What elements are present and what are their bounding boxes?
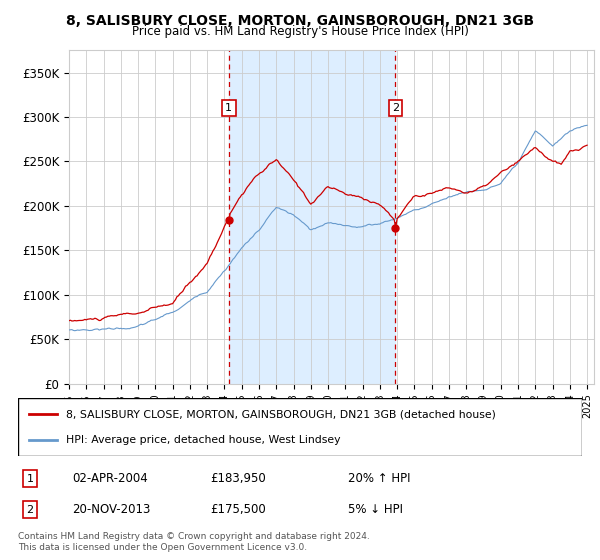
Bar bbox=[229, 50, 395, 384]
Text: 1: 1 bbox=[225, 103, 232, 113]
Text: £175,500: £175,500 bbox=[210, 503, 266, 516]
Text: 8, SALISBURY CLOSE, MORTON, GAINSBOROUGH, DN21 3GB (detached house): 8, SALISBURY CLOSE, MORTON, GAINSBOROUGH… bbox=[66, 409, 496, 419]
Text: Contains HM Land Registry data © Crown copyright and database right 2024.
This d: Contains HM Land Registry data © Crown c… bbox=[18, 532, 370, 552]
Text: 5% ↓ HPI: 5% ↓ HPI bbox=[348, 503, 403, 516]
Text: HPI: Average price, detached house, West Lindsey: HPI: Average price, detached house, West… bbox=[66, 435, 340, 445]
Text: Price paid vs. HM Land Registry's House Price Index (HPI): Price paid vs. HM Land Registry's House … bbox=[131, 25, 469, 38]
Text: 2: 2 bbox=[392, 103, 399, 113]
Text: 8, SALISBURY CLOSE, MORTON, GAINSBOROUGH, DN21 3GB: 8, SALISBURY CLOSE, MORTON, GAINSBOROUGH… bbox=[66, 14, 534, 28]
Text: 20-NOV-2013: 20-NOV-2013 bbox=[72, 503, 151, 516]
FancyBboxPatch shape bbox=[18, 398, 582, 456]
Text: 20% ↑ HPI: 20% ↑ HPI bbox=[348, 472, 410, 486]
Text: 02-APR-2004: 02-APR-2004 bbox=[72, 472, 148, 486]
Text: 2: 2 bbox=[26, 505, 34, 515]
Text: £183,950: £183,950 bbox=[210, 472, 266, 486]
Text: 1: 1 bbox=[26, 474, 34, 484]
